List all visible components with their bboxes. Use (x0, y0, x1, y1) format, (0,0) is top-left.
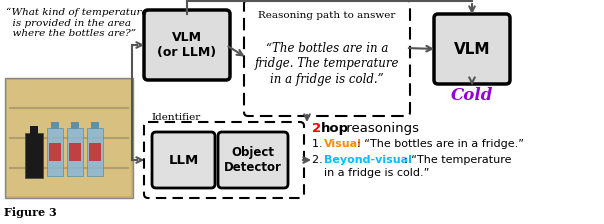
Text: LLM: LLM (169, 153, 199, 166)
Bar (51, 122, 59, 129)
Bar (5, 78, 133, 198)
Text: Object
Detector: Object Detector (224, 146, 282, 174)
Bar (87, 128, 103, 176)
Text: : “The temperature: : “The temperature (404, 155, 512, 165)
Bar (49, 143, 61, 161)
Text: Beyond-visual: Beyond-visual (324, 155, 412, 165)
Text: in a fridge is cold.”: in a fridge is cold.” (324, 168, 429, 178)
Text: Figure 3: Figure 3 (4, 207, 57, 218)
FancyBboxPatch shape (218, 132, 288, 188)
Text: : “The bottles are in a fridge.”: : “The bottles are in a fridge.” (357, 139, 524, 149)
Bar (67, 128, 83, 176)
Text: 2: 2 (312, 122, 321, 135)
Bar (7, 80, 131, 196)
Bar (91, 122, 99, 129)
Text: VLM
(or LLM): VLM (or LLM) (158, 31, 217, 59)
Text: 1.: 1. (312, 139, 326, 149)
Bar (69, 143, 81, 161)
FancyBboxPatch shape (152, 132, 215, 188)
Text: “The bottles are in a
fridge. The temperature
in a fridge is cold.”: “The bottles are in a fridge. The temper… (255, 43, 399, 86)
FancyBboxPatch shape (144, 122, 304, 198)
Text: Identifier: Identifier (152, 114, 201, 123)
Text: Reasoning path to answer: Reasoning path to answer (259, 11, 396, 21)
Text: VLM: VLM (454, 41, 490, 56)
Text: 2.: 2. (312, 155, 326, 165)
Text: hop: hop (321, 122, 349, 135)
Text: “What kind of temperature
  is provided in the area
  where the bottles are?”: “What kind of temperature is provided in… (6, 8, 147, 38)
Bar (47, 128, 63, 176)
FancyBboxPatch shape (244, 0, 410, 116)
Bar (30, 126, 38, 134)
Text: Cold: Cold (451, 88, 493, 105)
FancyBboxPatch shape (434, 14, 510, 84)
Bar (71, 122, 79, 129)
Bar (89, 143, 101, 161)
FancyBboxPatch shape (144, 10, 230, 80)
Bar (25, 133, 43, 178)
Text: reasonings: reasonings (342, 122, 419, 135)
Text: Visual: Visual (324, 139, 362, 149)
